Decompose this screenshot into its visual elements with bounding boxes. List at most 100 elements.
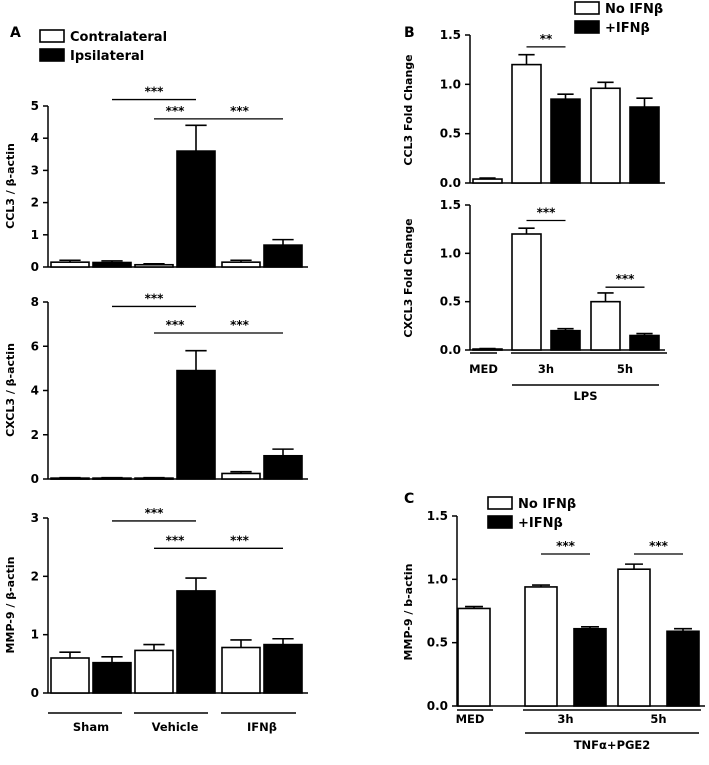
legend: No IFNβ +IFNβ — [574, 1, 663, 36]
significance-label: *** — [230, 533, 250, 547]
bar-filled — [573, 627, 607, 707]
bar-filled — [176, 150, 216, 268]
legend-label: Ipsilateral — [70, 49, 144, 64]
significance-label: *** — [230, 318, 250, 332]
group-label: Vehicle — [152, 720, 199, 734]
y-tick-label: 1.5 — [440, 28, 461, 42]
group-label: 5h — [650, 712, 666, 726]
bar-open — [511, 63, 542, 184]
bar-open — [590, 87, 621, 184]
legend-label: No IFNβ — [518, 497, 576, 512]
bar-open — [472, 178, 503, 184]
significance-label: *** — [230, 104, 250, 118]
y-tick-label: 0.0 — [440, 176, 461, 190]
bar-open — [134, 263, 174, 268]
y-tick-label: 3 — [31, 163, 39, 177]
y-tick-label: 0.5 — [427, 636, 448, 650]
y-tick-label: 4 — [31, 384, 39, 398]
bar-open — [524, 586, 558, 707]
y-tick-label: 1 — [31, 228, 39, 242]
legend-swatch — [487, 515, 513, 529]
group-label: MED — [456, 712, 485, 726]
group-label: 3h — [538, 362, 554, 376]
group-label: 5h — [617, 362, 633, 376]
y-tick-label: 6 — [31, 339, 39, 353]
bar-open — [617, 568, 651, 707]
legend-swatch — [574, 20, 600, 34]
bar-open — [457, 607, 491, 707]
bar-filled — [176, 369, 216, 480]
y-tick-label: 1 — [31, 628, 39, 642]
y-tick-label: 1.5 — [440, 198, 461, 212]
legend-label: +IFNβ — [605, 21, 650, 36]
bar-open — [50, 657, 90, 694]
significance-label: *** — [145, 85, 165, 99]
panel-label: B — [404, 25, 415, 41]
y-axis-label: CCL3 Fold Change — [402, 54, 415, 165]
chart-b2: 0.0 0.5 1.0 1.5 *** *** MED 3h 5h LPS CXCL3 Fold C… — [402, 198, 667, 403]
legend-swatch — [39, 29, 65, 43]
y-tick-label: 2 — [31, 569, 39, 583]
bar-filled — [92, 661, 132, 694]
condition-label: TNFα+PGE2 — [574, 738, 651, 752]
legend-label: Contralateral — [70, 30, 167, 45]
y-axis-label: CXCL3 Fold Change — [402, 218, 415, 337]
panel-label: A — [10, 25, 21, 41]
legend-label: +IFNβ — [518, 516, 563, 531]
chart-b1: 0.0 0.5 1.0 1.5 ** CCL3 Fold Change B No IFNβ +I… — [402, 1, 665, 190]
bar-filled — [550, 329, 581, 351]
group-label: Sham — [73, 720, 109, 734]
bar-filled — [92, 261, 132, 268]
legend: No IFNβ +IFNβ — [487, 496, 576, 531]
chart-c: 0.0 0.5 1.0 1.5 *** *** MED 3h 5h TNFα+PGE2 MMP-9 … — [402, 491, 705, 752]
bar-open — [221, 646, 261, 694]
y-tick-label: 1.0 — [440, 77, 461, 91]
significance-label: *** — [166, 533, 186, 547]
legend-swatch — [39, 48, 65, 62]
y-tick-label: 8 — [31, 295, 39, 309]
significance-label: *** — [145, 506, 165, 520]
y-tick-label: 0.5 — [440, 127, 461, 141]
y-axis-label: MMP-9 / b-actin — [402, 564, 415, 661]
legend-swatch — [487, 496, 513, 510]
bar-filled — [263, 244, 303, 268]
bar-open — [134, 649, 174, 694]
significance-label: *** — [166, 318, 186, 332]
bar-open — [221, 472, 261, 480]
legend: Contralateral Ipsilateral — [39, 29, 167, 64]
y-tick-label: 0 — [31, 472, 39, 486]
significance-label: *** — [145, 291, 165, 305]
significance-label: ** — [540, 32, 553, 46]
group-label: IFNβ — [247, 720, 277, 734]
bar-filled — [176, 590, 216, 694]
bar-filled — [629, 334, 660, 351]
y-tick-label: 0.5 — [440, 295, 461, 309]
y-tick-label: 0 — [31, 260, 39, 274]
group-label: MED — [469, 362, 498, 376]
y-tick-label: 4 — [31, 131, 39, 145]
y-axis-label: CXCL3 / β-actin — [4, 343, 17, 437]
significance-label: *** — [166, 104, 186, 118]
y-tick-label: 1.0 — [427, 572, 448, 586]
significance-label: *** — [616, 272, 636, 286]
y-tick-label: 2 — [31, 196, 39, 210]
bar-open — [590, 300, 621, 351]
y-tick-label: 0.0 — [440, 343, 461, 357]
significance-label: *** — [649, 539, 669, 553]
bar-filled — [263, 454, 303, 480]
bar-open — [221, 261, 261, 268]
y-tick-label: 1.0 — [440, 246, 461, 260]
bar-open — [511, 233, 542, 351]
significance-label: *** — [556, 539, 576, 553]
significance-label: *** — [537, 205, 557, 219]
bar-filled — [263, 643, 303, 694]
panel-label: C — [404, 491, 414, 507]
legend-label: No IFNβ — [605, 2, 663, 17]
bar-open — [50, 261, 90, 268]
condition-label: LPS — [573, 389, 597, 403]
bar-filled — [550, 98, 581, 184]
y-tick-label: 1.5 — [427, 509, 448, 523]
